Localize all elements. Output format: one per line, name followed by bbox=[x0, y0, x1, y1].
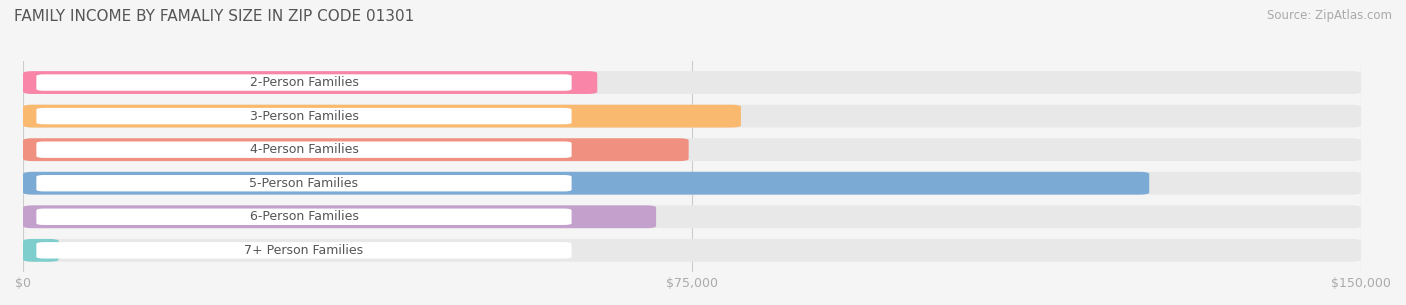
Text: 3-Person Families: 3-Person Families bbox=[249, 109, 359, 123]
Text: $64,375: $64,375 bbox=[610, 76, 662, 89]
Text: 4-Person Families: 4-Person Families bbox=[249, 143, 359, 156]
Text: $74,620: $74,620 bbox=[702, 143, 754, 156]
Text: 6-Person Families: 6-Person Families bbox=[249, 210, 359, 223]
Text: 7+ Person Families: 7+ Person Families bbox=[245, 244, 364, 257]
Text: Source: ZipAtlas.com: Source: ZipAtlas.com bbox=[1267, 9, 1392, 22]
Text: FAMILY INCOME BY FAMALIY SIZE IN ZIP CODE 01301: FAMILY INCOME BY FAMALIY SIZE IN ZIP COD… bbox=[14, 9, 415, 24]
Text: $0: $0 bbox=[72, 244, 89, 257]
Text: $80,481: $80,481 bbox=[754, 109, 806, 123]
Text: 5-Person Families: 5-Person Families bbox=[249, 177, 359, 190]
Text: $126,250: $126,250 bbox=[1077, 177, 1136, 190]
Text: $70,972: $70,972 bbox=[669, 210, 721, 223]
Text: 2-Person Families: 2-Person Families bbox=[249, 76, 359, 89]
